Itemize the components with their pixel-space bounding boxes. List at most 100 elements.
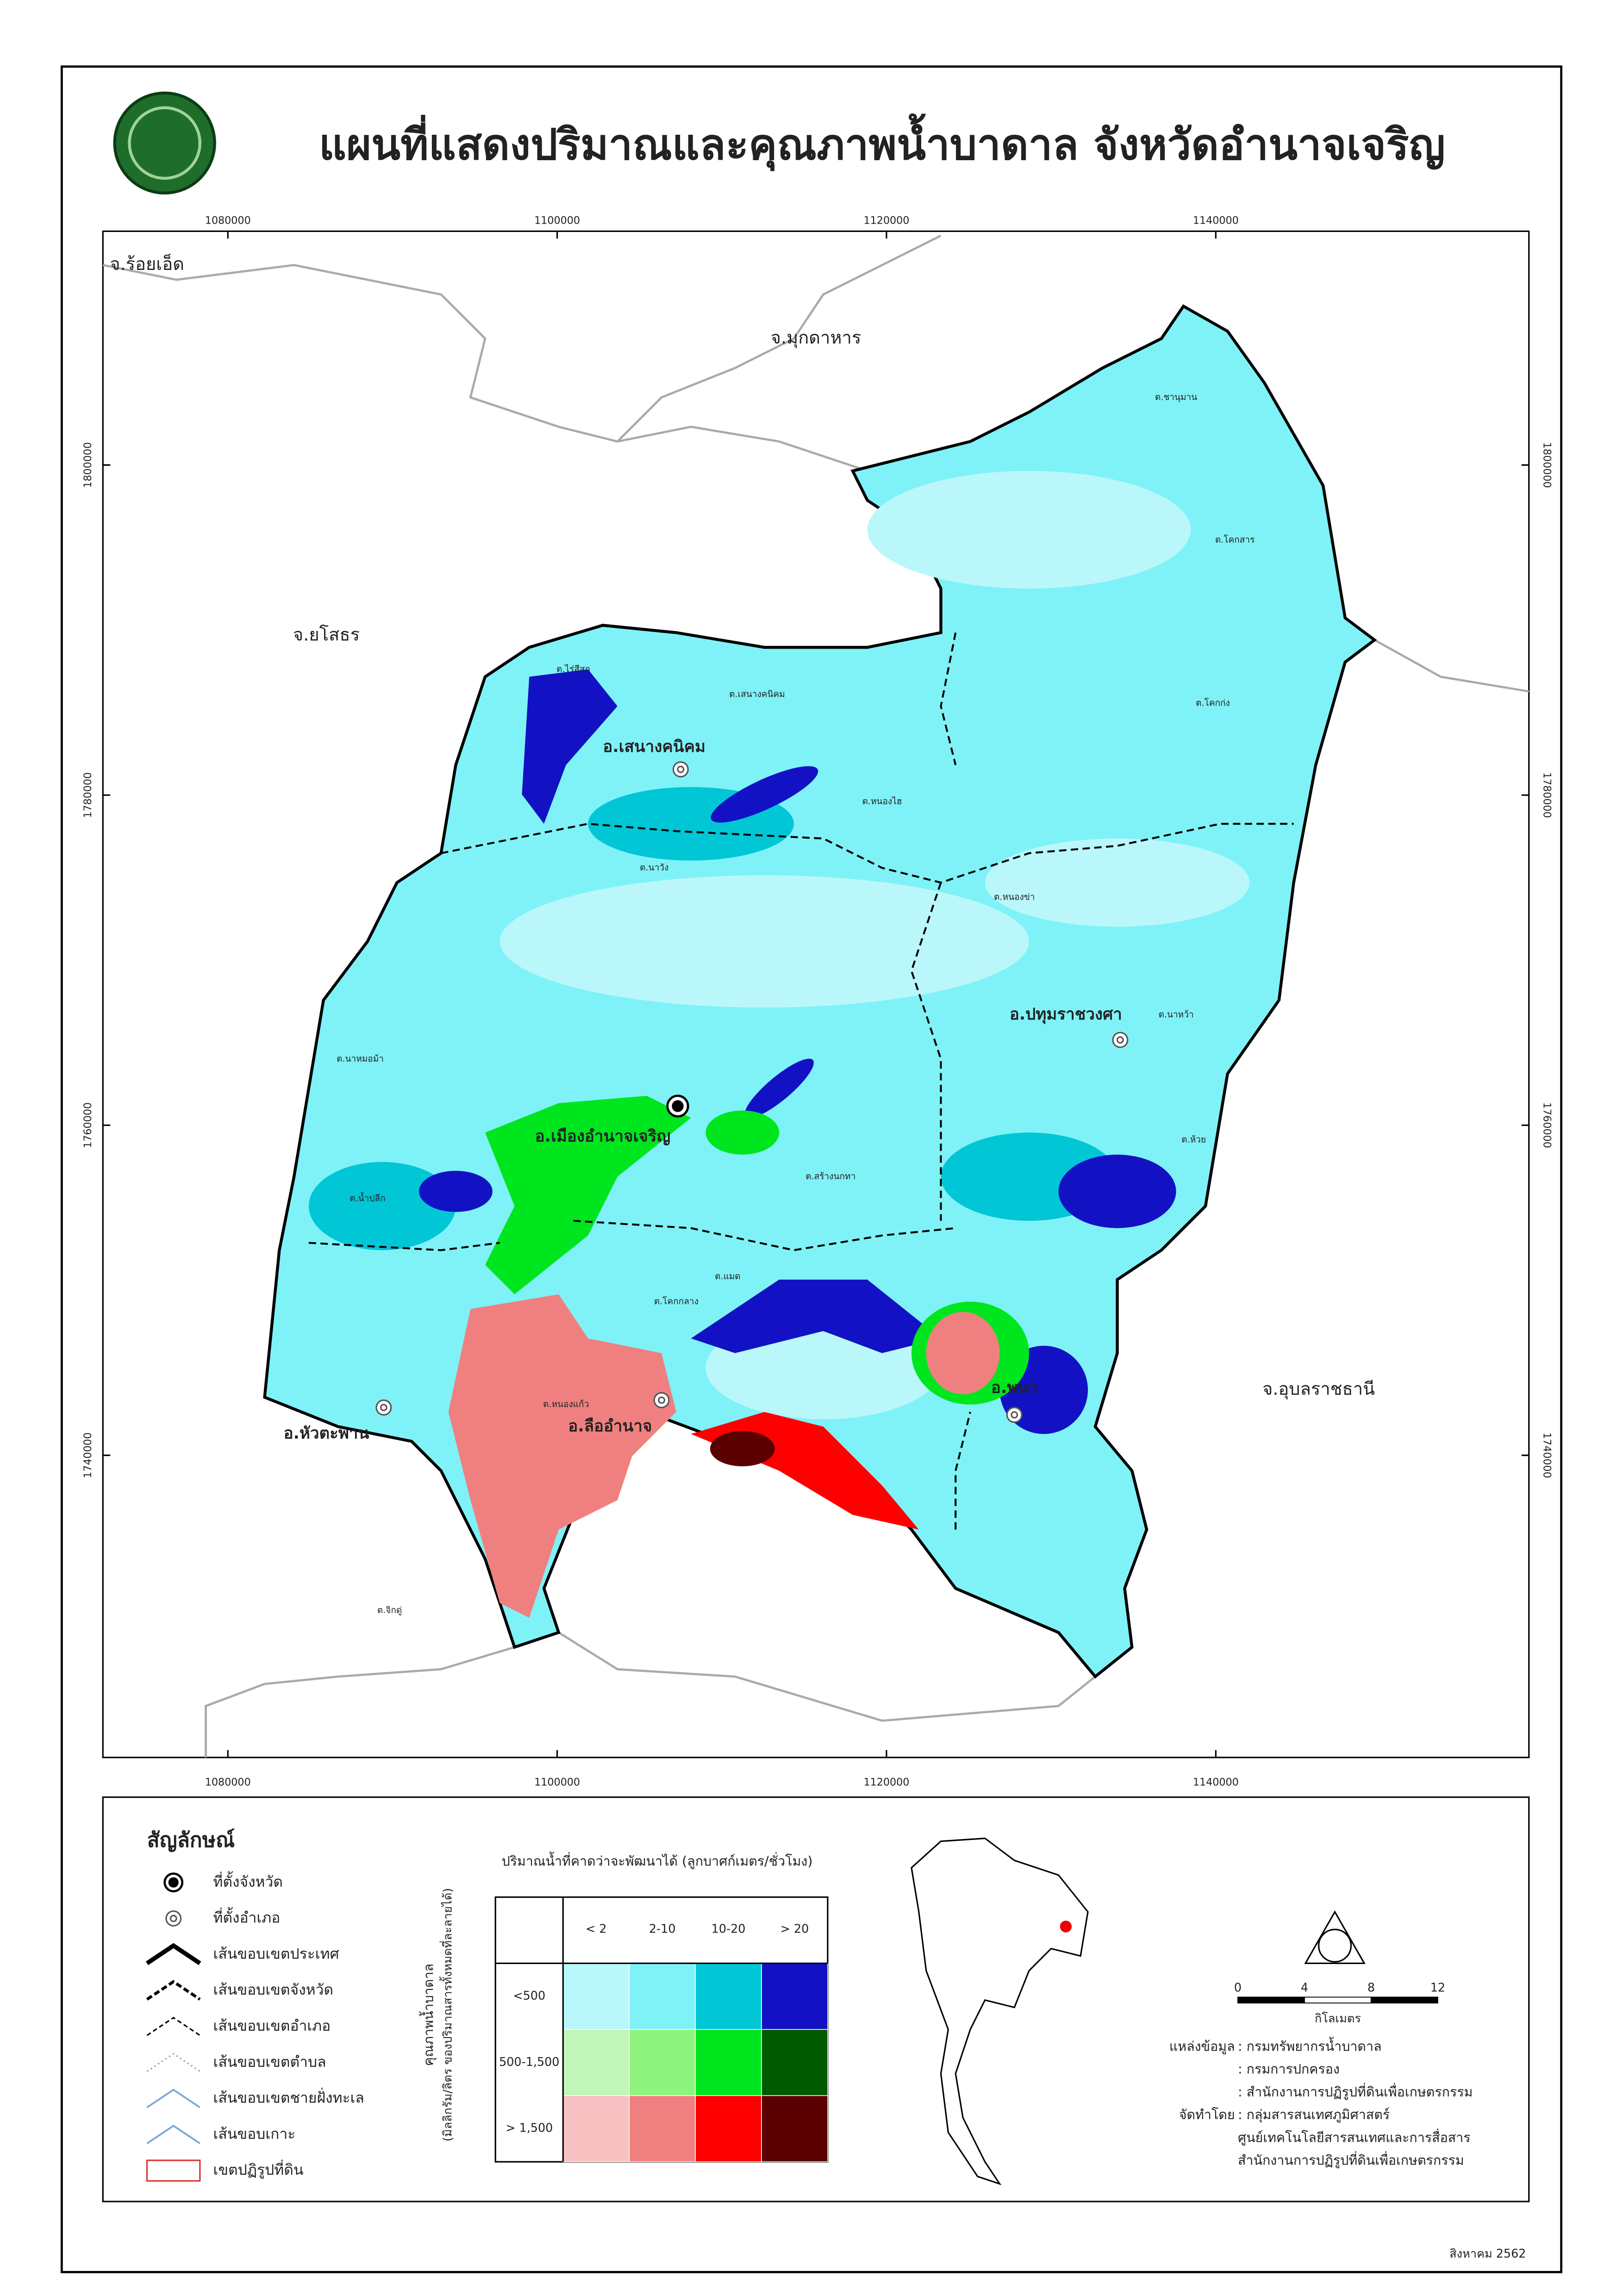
- x-tick-label: 1100000: [534, 215, 580, 227]
- symbol: [146, 2017, 200, 2036]
- source-text: : กลุ่มสารสนเทศภูมิศาสตร์: [1238, 2107, 1390, 2123]
- zone: [926, 1312, 1000, 1395]
- source-text: ศูนย์เทคโนโลยีสารสนเทศและการสื่อสาร: [1238, 2128, 1471, 2146]
- border-line: [617, 234, 942, 443]
- x-tick-label: 1120000: [863, 215, 909, 227]
- border-line: [102, 264, 868, 472]
- source-text: สำนักงานการปฏิรูปที่ดินเพื่อเกษตรกรรม: [1238, 2152, 1464, 2169]
- subdistrict-label: ต.หนองข่า: [994, 892, 1035, 902]
- matrix-cell: [562, 2095, 630, 2162]
- source-text: : กรมการปกครอง: [1238, 2061, 1340, 2077]
- x-tick-label: 1140000: [1193, 1776, 1239, 1788]
- legend-item: เส้นขอบเกาะ: [213, 2126, 295, 2142]
- district-seat-dot: [658, 1396, 666, 1404]
- province-label: จ.มุกดาหาร: [771, 327, 861, 348]
- matrix-row: 500-1,500: [499, 2055, 559, 2069]
- matrix-row: > 1,500: [506, 2121, 553, 2135]
- zone: [448, 1294, 676, 1618]
- north-arrow-ring: [1318, 1928, 1352, 1963]
- zone: [419, 1170, 493, 1212]
- matrix-cell: [562, 2029, 630, 2096]
- district-seat-dot: [677, 765, 685, 773]
- subdistrict-label: ต.ชานุมาน: [1155, 392, 1197, 403]
- y-tick-label: 1740000: [1541, 1433, 1553, 1478]
- symbol: [145, 1943, 201, 1965]
- legend-item: เขตปฏิรูปที่ดิน: [213, 2159, 303, 2179]
- legend-item: เส้นขอบเขตตำบล: [213, 2054, 326, 2071]
- subdistrict-label: ต.หนองแก้ว: [543, 1399, 589, 1409]
- subdistrict-label: ต.เสนางคนิคม: [729, 689, 785, 699]
- legend-item: เส้นขอบเขตอำเภอ: [213, 2018, 331, 2034]
- subdistrict-label: ต.หนองไฮ: [862, 796, 902, 807]
- district-seat: [1006, 1407, 1023, 1423]
- source-label: จัดทำโดย: [1179, 2107, 1235, 2122]
- zone: [710, 1431, 775, 1467]
- y-tick-label: 1780000: [82, 772, 94, 818]
- legend: สัญลักษณ์ที่ตั้งจังหวัดที่ตั้งอำเภอเส้นข…: [102, 1796, 1530, 2202]
- matrix-cell: [761, 2095, 828, 2162]
- y-tick-label: 1760000: [1541, 1102, 1553, 1148]
- subdistrict-label: ต.จิกดู่: [377, 1605, 402, 1615]
- scale-segment: [1304, 1996, 1372, 2004]
- province-area: [263, 304, 1377, 1679]
- province-label: จ.ยโสธร: [293, 624, 360, 644]
- border-line: [1374, 639, 1529, 693]
- x-tick-label: 1080000: [205, 215, 251, 227]
- legend-item: ที่ตั้งอำเภอ: [213, 1907, 280, 1927]
- zone: [705, 1110, 780, 1155]
- district-seat-dot: [1011, 1411, 1018, 1419]
- border-line: [558, 1631, 1096, 1722]
- outer-frame: [60, 65, 1563, 2273]
- matrix-cell: [761, 1963, 828, 2030]
- date: สิงหาคม 2562: [1449, 2246, 1526, 2260]
- scale-label: 0: [1234, 1980, 1242, 1994]
- zone: [308, 1162, 456, 1251]
- x-tick-label: 1140000: [1193, 215, 1239, 227]
- district-label: อ.เมืองอำนาจเจริญ: [535, 1127, 671, 1146]
- legend-item: เส้นขอบเขตจังหวัด: [213, 1982, 333, 1998]
- symbol: [146, 1980, 201, 2001]
- scale-unit: กิโลเมตร: [1315, 2011, 1361, 2025]
- province-label: จ.อุบลราชธานี: [1262, 1378, 1375, 1399]
- matrix-cell: [695, 1963, 762, 2030]
- matrix-column: > 20: [780, 1921, 809, 1935]
- matrix-cell: [695, 2029, 762, 2096]
- scale-segment: [1370, 1996, 1438, 2004]
- zone: [485, 1095, 691, 1295]
- district-seat-dot: [380, 1404, 387, 1411]
- border-line: [205, 1646, 515, 1758]
- symbol: [168, 1877, 179, 1888]
- matrix-column: 10-20: [712, 1921, 746, 1935]
- subdistrict-label: ต.โคกสาร: [1215, 534, 1255, 545]
- province-label: จ.ร้อยเอ็ด: [110, 253, 184, 274]
- legend-title: สัญลักษณ์: [147, 1828, 235, 1852]
- matrix-column: 2-10: [649, 1921, 676, 1935]
- matrix-row: <500: [513, 1989, 545, 2002]
- district-label: อ.ลืออำนาจ: [568, 1417, 652, 1435]
- scale-label: 4: [1301, 1980, 1308, 1994]
- subdistrict-label: ต.น้ำปลีก: [350, 1192, 385, 1204]
- title: แผนที่แสดงปริมาณและคุณภาพน้ำบาดาล จังหวั…: [319, 113, 1445, 171]
- zone: [499, 875, 1030, 1008]
- symbol: [146, 2089, 200, 2108]
- zone: [744, 1058, 814, 1119]
- subdistrict-label: ต.นาหมอม้า: [337, 1054, 384, 1064]
- district-label: อ.เสนางคนิคม: [603, 738, 705, 756]
- x-tick-label: 1120000: [863, 1776, 909, 1788]
- subdistrict-label: ต.โคกก่ง: [1196, 697, 1230, 708]
- symbol: [146, 2125, 200, 2145]
- scale-label: 8: [1367, 1980, 1375, 1994]
- subdistrict-label: ต.สร้างนกทา: [805, 1171, 855, 1182]
- scale-label: 12: [1430, 1980, 1445, 1994]
- district-border: [308, 632, 1294, 1530]
- district-seat: [653, 1392, 670, 1408]
- district-seat: [672, 761, 689, 778]
- subdistrict-label: ต.นาหว้า: [1159, 1010, 1194, 1020]
- matrix-row-title: คุณภาพน้ำบาดาล: [419, 1964, 437, 2066]
- legend-item: เส้นขอบเขตประเทศ: [213, 1946, 339, 1962]
- subdistrict-label: ต.ห้วย: [1181, 1135, 1206, 1145]
- province-seat-dot: [672, 1100, 684, 1112]
- y-tick-label: 1800000: [1541, 442, 1553, 488]
- subdistrict-label: ต.นาวัง: [640, 863, 668, 873]
